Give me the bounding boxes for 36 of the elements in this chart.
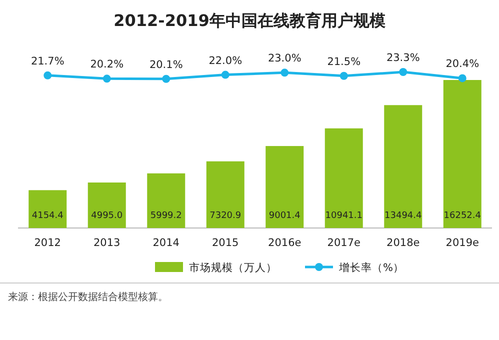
bar xyxy=(88,182,126,228)
data-label: 13494.4 xyxy=(384,211,422,221)
source-note: 来源：根据公开数据结合模型核算。 xyxy=(8,291,168,303)
chart-title: 2012-2019年中国在线教育用户规模 xyxy=(114,11,386,30)
data-label: 4154.4 xyxy=(32,211,64,221)
data-label: 21.7% xyxy=(30,55,64,68)
data-label: 10941.1 xyxy=(325,211,362,221)
bar xyxy=(147,173,186,228)
x-tick-label: 2016e xyxy=(268,237,302,249)
data-label: 9001.4 xyxy=(268,211,301,221)
x-tick-label: 2014 xyxy=(152,237,180,249)
legend-label: 增长率（%） xyxy=(338,261,404,274)
data-label: 21.5% xyxy=(327,56,361,68)
x-tick-label: 2017e xyxy=(327,237,360,249)
data-label: 5999.2 xyxy=(150,211,182,221)
x-tick-label: 2018e xyxy=(386,237,420,249)
x-tick-label: 2013 xyxy=(94,237,120,249)
x-tick-label: 2019e xyxy=(446,237,479,249)
data-label: 20.1% xyxy=(149,58,183,71)
bar xyxy=(384,105,422,228)
bar xyxy=(443,80,482,228)
data-label: 16252.4 xyxy=(444,211,482,221)
data-label: 7320.9 xyxy=(210,211,242,221)
data-label: 20.4% xyxy=(446,58,480,70)
bar xyxy=(324,128,363,228)
bar xyxy=(206,161,244,228)
data-label: 23.3% xyxy=(386,52,420,64)
x-tick-label: 2012 xyxy=(34,237,61,249)
legend-label: 市场规模（万人） xyxy=(189,261,277,274)
data-label: 20.2% xyxy=(90,58,124,71)
data-label: 22.0% xyxy=(208,54,242,67)
data-label: 23.0% xyxy=(268,52,302,65)
bar xyxy=(266,146,304,228)
x-tick-label: 2015 xyxy=(212,237,239,249)
bar xyxy=(28,190,67,228)
data-label: 4995.0 xyxy=(91,211,123,221)
